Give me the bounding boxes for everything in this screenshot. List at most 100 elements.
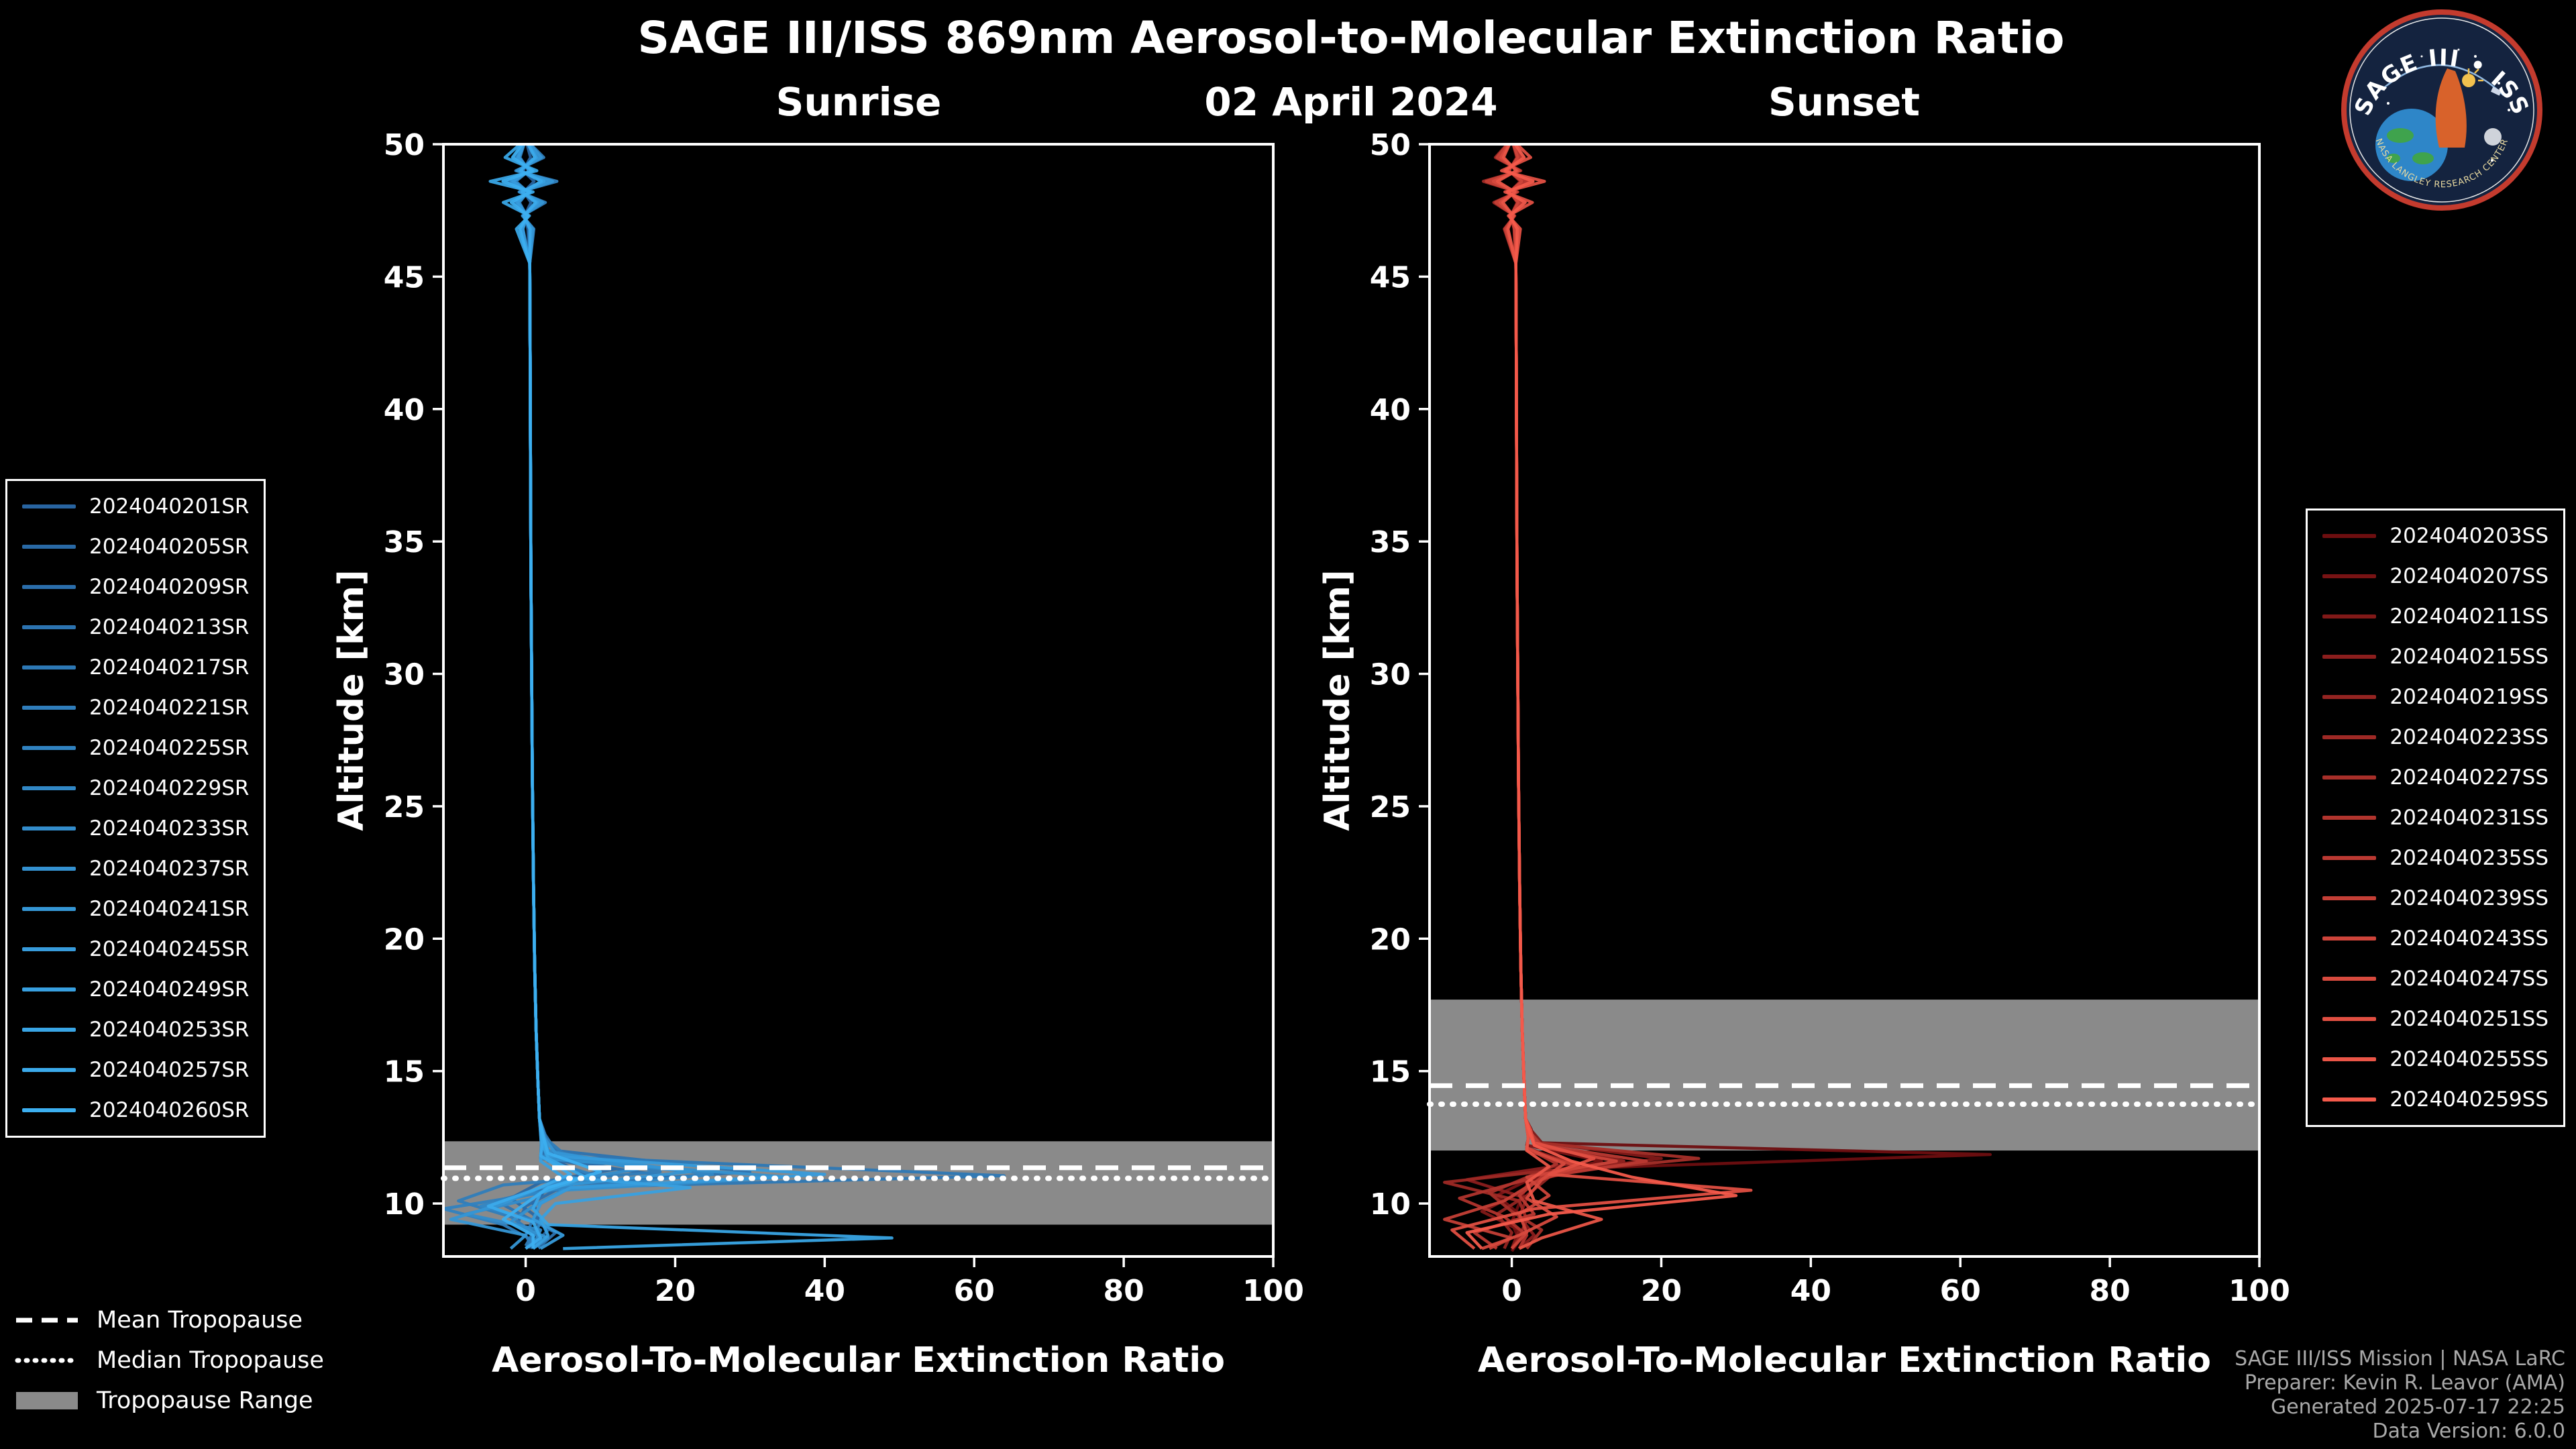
credit-preparer: Preparer: Kevin R. Leavor (AMA) [2244, 1371, 2565, 1395]
legend-item: 2024040217SR [22, 653, 249, 682]
legend-item: 2024040213SR [22, 612, 249, 642]
mean-tropopause-sample [16, 1318, 78, 1323]
legend-item: 2024040243SS [2322, 924, 2548, 953]
sunset-legend: 2024040203SS 2024040207SS 2024040211SS 2024… [2306, 508, 2565, 1127]
legend-item: 2024040241SR [22, 894, 249, 924]
svg-text:100: 100 [1242, 1274, 1304, 1308]
legend-swatch [2322, 816, 2377, 820]
svg-text:20: 20 [1641, 1274, 1682, 1308]
legend-label: 2024040257SR [89, 1058, 250, 1082]
tropopause-range-legend-item: Tropopause Range [15, 1387, 324, 1414]
profile-line [501, 144, 602, 1249]
credits: SAGE III/ISS Mission | NASA LaRC Prepare… [2235, 1347, 2565, 1444]
legend-label: 2024040251SS [2390, 1007, 2548, 1031]
x-axis-label: Aerosol-To-Molecular Extinction Ratio [1478, 1340, 2211, 1381]
svg-text:80: 80 [2090, 1274, 2131, 1308]
legend-swatch [22, 665, 76, 669]
logo-stars [2387, 48, 2510, 162]
legend-label: 2024040211SS [2390, 604, 2548, 629]
legend-label: 2024040219SS [2390, 685, 2548, 709]
svg-text:60: 60 [1940, 1274, 1981, 1308]
credit-data-version: Data Version: 6.0.0 [2372, 1419, 2565, 1443]
svg-text:80: 80 [1103, 1274, 1144, 1308]
plot-frame [442, 143, 1275, 1258]
legend-label: 2024040229SR [89, 776, 250, 800]
profile-line [494, 144, 752, 1247]
legend-item: 2024040207SS [2322, 561, 2548, 591]
svg-text:35: 35 [384, 525, 425, 559]
svg-text:60: 60 [954, 1274, 995, 1308]
legend-swatch [22, 1068, 76, 1072]
legend-label: 2024040231SS [2390, 806, 2548, 830]
sunrise-panel-title: Sunrise [775, 79, 942, 125]
legend-swatch [22, 907, 76, 911]
median-tropopause-legend-item: Median Tropopause [15, 1347, 324, 1374]
svg-text:10: 10 [1370, 1187, 1411, 1222]
median-tropopause-sample [15, 1358, 79, 1363]
svg-text:20: 20 [655, 1274, 696, 1308]
svg-text:10: 10 [384, 1187, 425, 1222]
legend-label: 2024040207SS [2390, 564, 2548, 588]
legend-swatch [22, 786, 76, 790]
svg-text:25: 25 [1370, 790, 1411, 824]
legend-swatch [22, 625, 76, 629]
legend-item: 2024040221SR [22, 693, 249, 722]
legend-item: 2024040209SR [22, 572, 249, 602]
legend-swatch [22, 1108, 76, 1112]
legend-item: 2024040231SS [2322, 803, 2548, 833]
legend-item: 2024040237SR [22, 854, 249, 883]
legend-label: 2024040213SR [89, 615, 250, 639]
legend-swatch [2322, 896, 2377, 900]
legend-item: 2024040239SS [2322, 883, 2548, 913]
svg-text:100: 100 [2229, 1274, 2290, 1308]
legend-swatch [22, 746, 76, 750]
tropopause-range-sample [16, 1392, 78, 1409]
legend-item: 2024040257SR [22, 1055, 249, 1085]
credit-generated: Generated 2025-07-17 22:25 [2270, 1395, 2565, 1419]
profile-line [479, 144, 714, 1250]
legend-item: 2024040249SR [22, 975, 249, 1004]
profile-line [517, 144, 677, 1250]
svg-text:20: 20 [384, 922, 425, 957]
legend-item: 2024040219SS [2322, 682, 2548, 712]
legend-item: 2024040205SR [22, 532, 249, 561]
legend-swatch [22, 947, 76, 951]
legend-item: 2024040235SS [2322, 843, 2548, 873]
profile-line [518, 144, 692, 1250]
sunset-panel-title: Sunset [1768, 79, 1920, 125]
tropopause-range-label: Tropopause Range [97, 1387, 313, 1414]
svg-text:30: 30 [384, 658, 425, 692]
profile-line [443, 144, 602, 1250]
profile-line [509, 144, 789, 1250]
legend-swatch [22, 1028, 76, 1032]
legend-item: 2024040215SS [2322, 642, 2548, 672]
legend-label: 2024040221SR [89, 696, 250, 720]
legend-label: 2024040227SS [2390, 765, 2548, 790]
legend-item: 2024040203SS [2322, 521, 2548, 551]
legend-item: 2024040233SR [22, 814, 249, 843]
legend-item: 2024040253SR [22, 1015, 249, 1044]
legend-swatch [2322, 1057, 2377, 1061]
profile-line [449, 144, 692, 1250]
legend-label: 2024040225SR [89, 736, 250, 760]
legend-swatch [2322, 775, 2377, 780]
svg-text:15: 15 [384, 1055, 425, 1089]
legend-label: 2024040247SS [2390, 967, 2548, 991]
legend-label: 2024040203SS [2390, 524, 2548, 548]
legend-label: 2024040217SR [89, 655, 250, 680]
legend-label: 2024040235SS [2390, 846, 2548, 870]
date-title: 02 April 2024 [1204, 79, 1498, 125]
legend-swatch [22, 867, 76, 871]
legend-swatch [2322, 936, 2377, 941]
legend-item: 2024040245SR [22, 934, 249, 964]
legend-item: 2024040260SR [22, 1095, 249, 1125]
credit-mission: SAGE III/ISS Mission | NASA LaRC [2235, 1347, 2565, 1371]
legend-swatch [22, 545, 76, 549]
sunrise-legend: 2024040201SR 2024040205SR 2024040209SR 2024… [5, 479, 266, 1138]
legend-swatch [2322, 977, 2377, 981]
svg-text:40: 40 [1370, 393, 1411, 427]
legend-label: 2024040233SR [89, 816, 250, 841]
svg-text:20: 20 [1370, 922, 1411, 957]
legend-label: 2024040243SS [2390, 926, 2548, 951]
legend-swatch [2322, 856, 2377, 860]
